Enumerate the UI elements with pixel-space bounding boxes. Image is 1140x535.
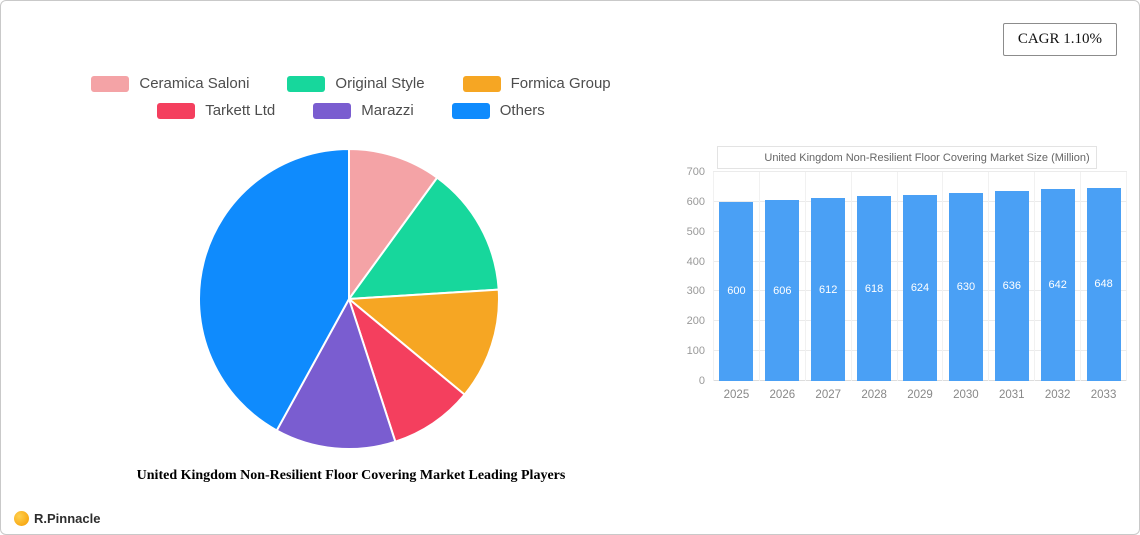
legend-item-marazzi[interactable]: Marazzi	[313, 102, 414, 119]
pie-slice-tarkett-ltd[interactable]	[348, 298, 466, 443]
bar-value-label: 630	[956, 280, 976, 293]
bar-cell-2028: 618 2028	[852, 172, 898, 401]
bar-cell-2031: 636 2031	[989, 172, 1036, 401]
x-axis-label-2029: 2029	[907, 389, 933, 401]
y-axis-label-100: 100	[686, 345, 705, 358]
legend-label: Formica Group	[510, 75, 611, 92]
gridline-700	[713, 171, 1127, 172]
bar-y-axis: 0 100 200 300 400 500 600 700	[669, 166, 705, 387]
pie-chart	[198, 148, 500, 451]
x-axis-label-2028: 2028	[861, 389, 887, 401]
legend-swatch-marazzi	[313, 102, 352, 119]
pie-chart-title: United Kingdom Non-Resilient Floor Cover…	[136, 468, 566, 483]
y-axis-label-600: 600	[686, 195, 705, 208]
legend-label: Tarkett Ltd	[205, 102, 276, 119]
brand-logo-icon	[14, 511, 29, 526]
legend-label: Original Style	[335, 75, 425, 92]
bar-legend-swatch	[724, 151, 756, 164]
x-axis-label-2030: 2030	[953, 389, 979, 401]
pie-slice-original-style[interactable]	[348, 176, 500, 300]
legend-swatch-others	[451, 102, 490, 119]
y-axis-label-500: 500	[686, 225, 705, 238]
legend-swatch-tarkett-ltd	[157, 102, 196, 119]
bar-value-label: 606	[773, 284, 792, 297]
legend-swatch-formica-group	[462, 75, 501, 92]
bar-chart-legend[interactable]: United Kingdom Non-Resilient Floor Cover…	[717, 146, 1097, 169]
bar-legend-label: United Kingdom Non-Resilient Floor Cover…	[764, 151, 1090, 164]
legend-item-tarkett-ltd[interactable]: Tarkett Ltd	[157, 102, 275, 119]
bar-value-label: 618	[864, 282, 884, 295]
bar-cell-2029: 624 2029	[898, 172, 944, 401]
brand-logo: R.Pinnacle	[14, 511, 100, 526]
pie-legend: Ceramica Saloni Original Style Formica Gro…	[41, 75, 661, 119]
bar-2027[interactable]: 612	[811, 198, 846, 381]
x-axis-label-2027: 2027	[815, 389, 842, 401]
pie-slice-ceramica-saloni[interactable]	[348, 148, 439, 300]
bar-2032[interactable]: 642	[1040, 189, 1075, 381]
bar-cell-2030: 630 2030	[943, 172, 990, 401]
bar-value-label: 636	[1002, 280, 1021, 293]
pie-slice-formica-group[interactable]	[348, 288, 500, 396]
bar-value-label: 642	[1048, 279, 1067, 292]
bar-2030[interactable]: 630	[948, 192, 983, 381]
y-axis-label-400: 400	[686, 255, 705, 268]
y-axis-label-200: 200	[686, 315, 705, 328]
legend-item-ceramica-saloni[interactable]: Ceramica Saloni	[91, 75, 249, 92]
brand-name: R.Pinnacle	[34, 511, 101, 526]
bar-2033[interactable]: 648	[1086, 187, 1121, 381]
bar-2028[interactable]: 618	[857, 196, 892, 381]
x-axis-label-2026: 2026	[769, 389, 796, 401]
legend-swatch-original-style	[287, 75, 326, 92]
x-axis-label-2033: 2033	[1090, 389, 1117, 401]
legend-label: Ceramica Saloni	[139, 75, 250, 92]
cagr-badge: CAGR 1.10%	[1002, 23, 1117, 56]
pie-legend-row-1: Ceramica Saloni Original Style Formica Gro…	[41, 75, 661, 92]
legend-item-others[interactable]: Others	[451, 102, 545, 119]
y-axis-label-300: 300	[686, 285, 705, 298]
bar-2029[interactable]: 624	[903, 194, 937, 381]
bar-value-label: 624	[910, 281, 930, 294]
y-axis-label-700: 700	[686, 166, 705, 178]
bar-cell-2032: 642 2032	[1035, 172, 1082, 401]
pie-slice-others[interactable]	[198, 148, 350, 432]
x-axis-label-2032: 2032	[1044, 389, 1071, 401]
bar-chart-plot: 600 2025 606 2026 612 2027 618 2028 624 2029 630 20…	[713, 171, 1128, 401]
legend-item-original-style[interactable]: Original Style	[287, 75, 425, 92]
x-axis-label-2031: 2031	[998, 389, 1025, 401]
bar-2031[interactable]: 636	[994, 191, 1029, 381]
y-axis-label-0: 0	[698, 375, 705, 387]
pie-legend-row-2: Tarkett Ltd Marazzi Others	[41, 102, 661, 119]
bar-cell-2033: 648 2033	[1081, 172, 1128, 401]
bar-cell-2027: 612 2027	[806, 172, 852, 401]
bar-series: 600 2025 606 2026 612 2027 618 2028 624 2029 630 20…	[713, 172, 1128, 401]
bar-value-label: 648	[1094, 278, 1113, 291]
legend-swatch-ceramica-saloni	[91, 75, 130, 92]
bar-cell-2026: 606 2026	[760, 172, 806, 401]
legend-item-formica-group[interactable]: Formica Group	[462, 75, 611, 92]
legend-label: Marazzi	[361, 102, 414, 119]
pie-slice-marazzi[interactable]	[275, 298, 397, 451]
bar-2026[interactable]: 606	[765, 200, 800, 381]
bar-value-label: 612	[819, 283, 838, 296]
legend-label: Others	[499, 102, 545, 119]
bar-cell-2025: 600 2025	[713, 172, 760, 401]
bar-2025[interactable]: 600	[719, 201, 754, 381]
bar-value-label: 600	[727, 285, 746, 298]
x-axis-label-2025: 2025	[723, 389, 750, 401]
